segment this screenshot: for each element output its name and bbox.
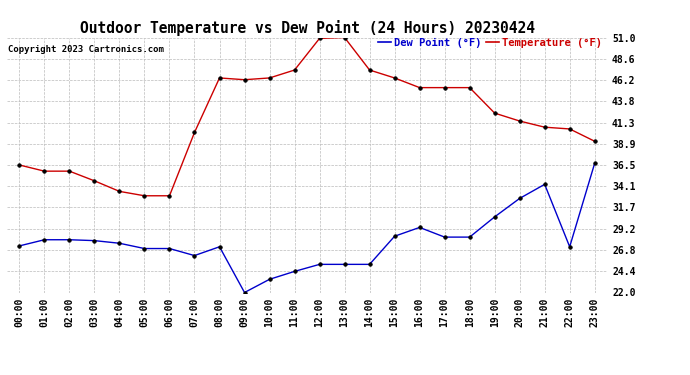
Text: Copyright 2023 Cartronics.com: Copyright 2023 Cartronics.com — [8, 45, 164, 54]
Legend: Dew Point (°F), Temperature (°F): Dew Point (°F), Temperature (°F) — [378, 38, 602, 48]
Title: Outdoor Temperature vs Dew Point (24 Hours) 20230424: Outdoor Temperature vs Dew Point (24 Hou… — [79, 20, 535, 36]
